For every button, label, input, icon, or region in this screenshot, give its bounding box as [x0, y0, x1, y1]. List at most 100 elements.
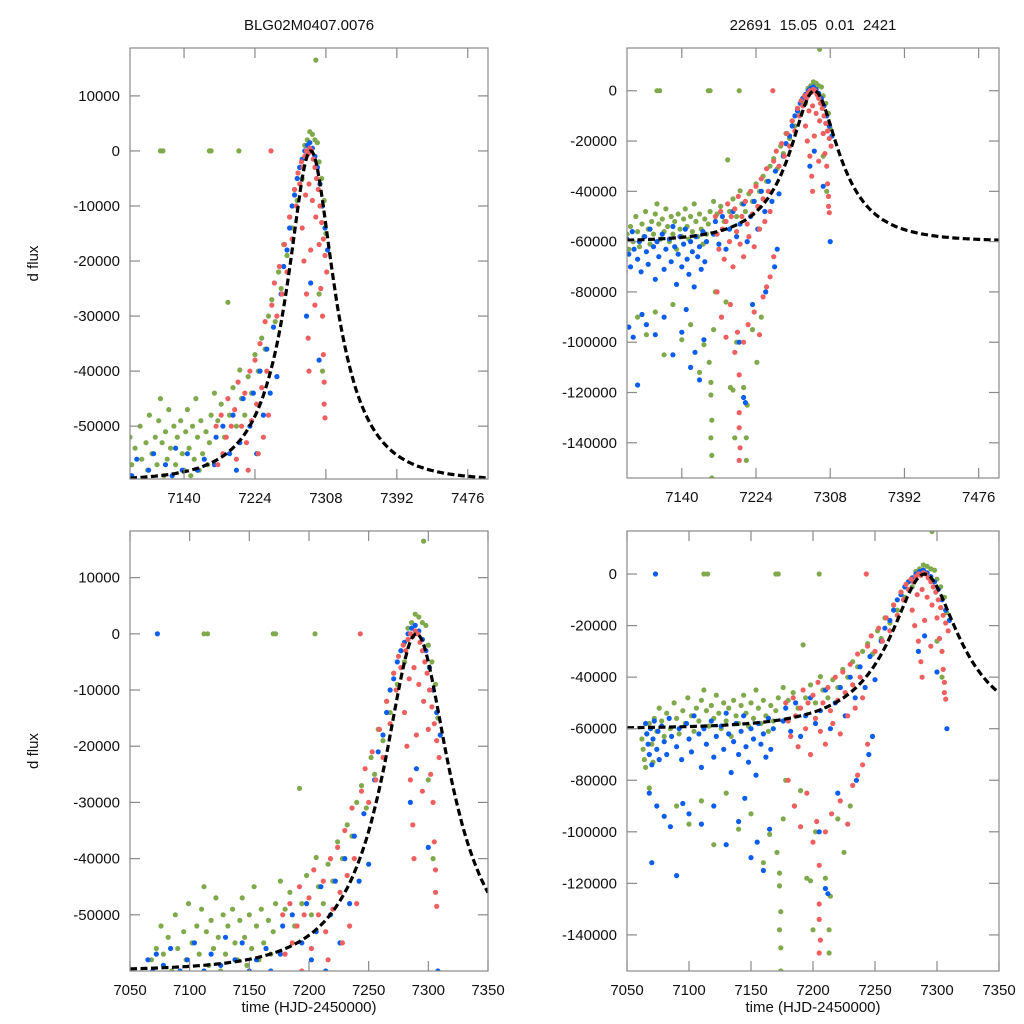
- data-point-green: [245, 374, 251, 380]
- data-point-blue: [366, 861, 372, 867]
- data-point-blue: [304, 901, 310, 907]
- data-point-blue: [656, 254, 662, 260]
- data-point-blue: [308, 957, 314, 963]
- data-point-green: [723, 299, 729, 305]
- data-point-green: [162, 429, 169, 435]
- data-point-blue: [853, 777, 860, 783]
- data-point-red: [430, 799, 436, 806]
- data-point-green: [776, 883, 783, 889]
- data-point-green: [148, 957, 155, 963]
- data-point-red: [395, 653, 402, 659]
- panels-group: 7140 7224 7308 7392 7476 10000 0 -10000 -20000 -3…: [25, 47, 1016, 1016]
- y-tick-label: 0: [609, 566, 617, 583]
- data-point-green: [709, 417, 715, 423]
- data-point-blue: [825, 891, 831, 897]
- data-point-blue: [407, 799, 413, 806]
- data-point-red: [825, 181, 831, 187]
- data-point-red: [432, 889, 439, 895]
- data-point-green: [208, 412, 214, 418]
- data-point-green: [803, 695, 809, 701]
- data-point-blue: [635, 382, 641, 388]
- data-point-blue: [656, 757, 662, 763]
- data-point-green: [156, 418, 162, 424]
- y-tick-label: -100000: [562, 334, 617, 351]
- x-tick-label: 7300: [412, 982, 445, 999]
- data-point-red: [806, 108, 812, 114]
- data-point-green: [671, 700, 677, 706]
- data-point-green: [201, 631, 207, 637]
- data-point-green: [154, 462, 160, 468]
- data-point-red: [410, 822, 416, 828]
- data-point-blue: [668, 259, 674, 265]
- data-point-blue: [649, 860, 655, 866]
- data-point-red: [803, 726, 809, 732]
- x-axis-label: time (HJD-2450000): [241, 999, 376, 1016]
- data-point-red: [303, 192, 309, 198]
- data-point-red: [791, 803, 798, 809]
- data-point-red: [337, 889, 343, 895]
- data-point-green: [812, 700, 819, 706]
- y-tick-label: -120000: [562, 875, 617, 892]
- data-point-green: [711, 327, 717, 333]
- data-point-green: [649, 741, 655, 747]
- data-point-green: [818, 84, 825, 90]
- data-point-red: [400, 642, 406, 648]
- data-point-green: [199, 906, 205, 912]
- data-point-green: [198, 418, 204, 424]
- data-point-red: [320, 352, 326, 358]
- data-point-red: [784, 130, 790, 137]
- data-point-green: [405, 625, 411, 631]
- data-point-blue: [650, 244, 657, 250]
- data-point-green: [860, 648, 866, 655]
- data-point-red: [295, 170, 301, 176]
- data-point-red: [814, 818, 820, 825]
- data-point-blue: [745, 759, 752, 765]
- data-point-green: [259, 335, 265, 341]
- data-point-blue: [654, 239, 660, 245]
- data-point-green: [368, 754, 374, 761]
- data-point-red: [876, 625, 882, 631]
- data-point-red: [737, 241, 743, 247]
- data-point-green: [675, 211, 681, 217]
- y-tick-label: 0: [609, 83, 617, 100]
- data-point-blue: [394, 659, 400, 665]
- data-point-red: [912, 623, 918, 629]
- data-point-green: [760, 860, 767, 866]
- data-point-green: [656, 705, 662, 711]
- data-point-green: [894, 607, 900, 613]
- data-point-green: [139, 456, 145, 462]
- data-point-red: [319, 219, 325, 226]
- data-point-blue: [670, 223, 676, 230]
- data-point-blue: [688, 239, 694, 245]
- model-curve: [627, 89, 999, 242]
- data-point-green: [708, 435, 714, 441]
- plot-frame: [626, 47, 1000, 479]
- data-point-blue: [763, 289, 769, 295]
- data-point-green: [676, 731, 682, 737]
- data-point-blue: [944, 726, 950, 732]
- data-point-green: [635, 314, 641, 320]
- data-point-blue: [227, 451, 233, 457]
- data-point-red: [837, 798, 843, 804]
- series-blue: [643, 567, 953, 897]
- data-point-red: [242, 390, 248, 396]
- data-point-red: [788, 733, 794, 740]
- data-point-green: [726, 705, 732, 711]
- data-point-blue: [689, 249, 696, 255]
- data-point-blue: [409, 625, 415, 631]
- data-point-blue: [684, 256, 690, 262]
- data-point-green: [705, 571, 711, 577]
- data-point-red: [764, 284, 770, 290]
- left-column-title: BLG02M0407.0076: [244, 17, 374, 34]
- y-tick-label: -50000: [73, 418, 120, 435]
- data-point-red: [317, 203, 323, 209]
- data-point-green: [157, 396, 163, 402]
- data-point-green: [721, 700, 727, 706]
- data-point-blue: [643, 322, 650, 328]
- data-point-red: [718, 208, 724, 215]
- data-point-red: [431, 839, 437, 845]
- data-point-red: [922, 617, 928, 624]
- data-point-red: [233, 456, 239, 462]
- data-point-blue: [672, 244, 678, 250]
- data-point-blue: [728, 769, 734, 776]
